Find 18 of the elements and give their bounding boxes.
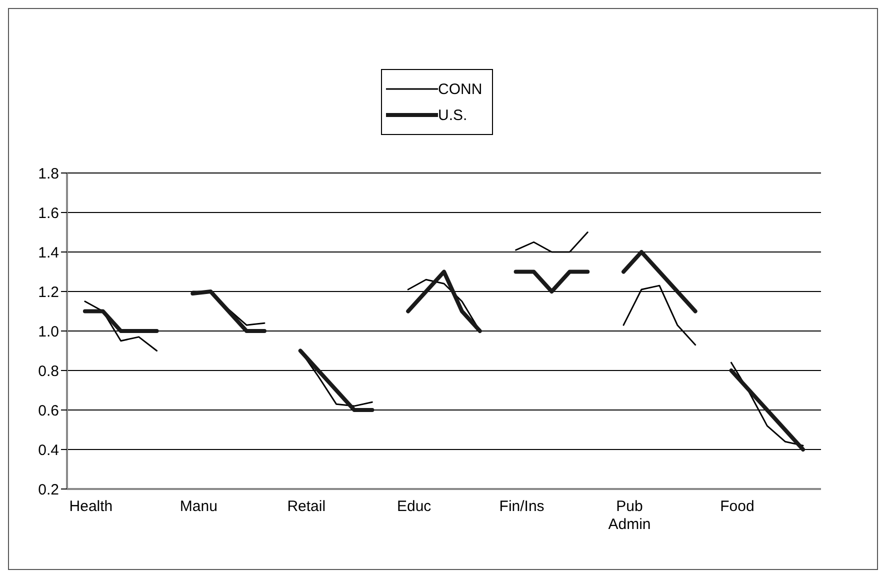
x-tick-label: Food (720, 498, 754, 515)
x-tick-label: Fin/Ins (499, 498, 544, 515)
y-tick-label: 1.2 (38, 284, 59, 301)
y-tick-label: 0.8 (38, 362, 59, 380)
x-tick-label: Retail (287, 498, 326, 515)
x-tick-label: Educ (396, 498, 432, 515)
y-tick-label: 1.6 (38, 204, 59, 222)
y-tick-label: 0.6 (38, 402, 59, 420)
y-tick-label: 1.4 (38, 244, 59, 262)
legend-label: U.S. (438, 106, 468, 124)
x-tick-label: Pub Admin (608, 498, 651, 533)
y-tick-label: 0.2 (38, 481, 59, 498)
legend-label: CONN (438, 80, 482, 98)
x-tick-label: Manu (180, 498, 218, 515)
y-tick-label: 1.8 (38, 165, 59, 182)
x-tick-label: Health (69, 498, 113, 515)
y-tick-label: 1.0 (38, 323, 59, 340)
y-tick-label: 0.4 (38, 442, 59, 459)
